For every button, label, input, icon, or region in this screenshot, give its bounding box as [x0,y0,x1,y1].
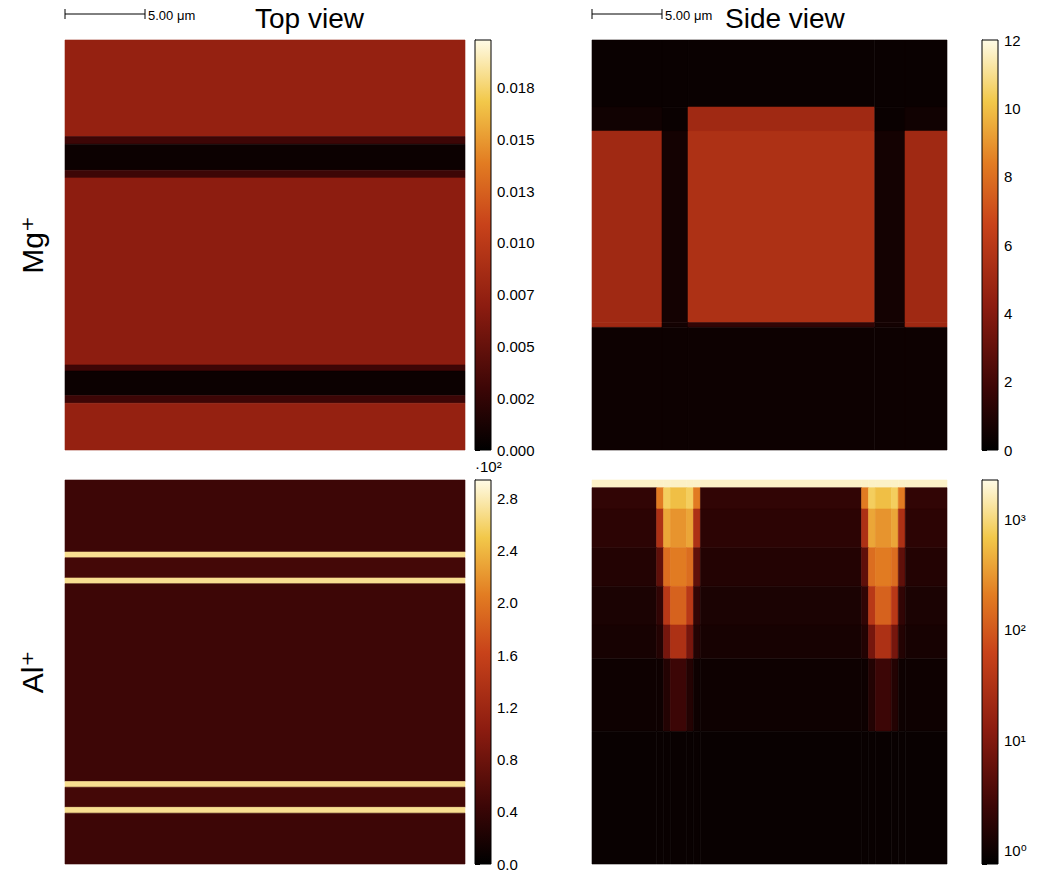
svg-text:6: 6 [1004,237,1012,254]
svg-text:·10²: ·10² [475,458,502,475]
svg-text:0.000: 0.000 [497,442,535,459]
svg-text:Top view: Top view [255,3,365,34]
svg-text:Side view: Side view [725,3,846,34]
svg-text:Al⁺: Al⁺ [16,651,49,694]
svg-text:5.00 μm: 5.00 μm [665,8,712,23]
svg-text:12: 12 [1004,32,1021,49]
svg-text:8: 8 [1004,168,1012,185]
svg-text:Mg⁺: Mg⁺ [16,216,49,274]
svg-text:10²: 10² [1004,621,1026,638]
svg-text:10³: 10³ [1004,511,1026,528]
svg-text:0.010: 0.010 [497,234,535,251]
svg-text:10⁰: 10⁰ [1004,842,1027,859]
svg-text:10: 10 [1004,100,1021,117]
svg-text:0.4: 0.4 [497,803,518,820]
svg-text:0.015: 0.015 [497,131,535,148]
svg-text:2.8: 2.8 [497,490,518,507]
svg-text:4: 4 [1004,305,1012,322]
svg-text:0.0: 0.0 [497,856,518,873]
svg-text:2.4: 2.4 [497,542,518,559]
svg-text:0.013: 0.013 [497,183,535,200]
svg-text:0.002: 0.002 [497,390,535,407]
svg-text:2.0: 2.0 [497,594,518,611]
svg-text:0.8: 0.8 [497,751,518,768]
svg-text:2: 2 [1004,373,1012,390]
svg-text:10¹: 10¹ [1004,732,1026,749]
svg-text:0.005: 0.005 [497,338,535,355]
svg-text:0.007: 0.007 [497,286,535,303]
svg-text:1.6: 1.6 [497,647,518,664]
svg-text:0: 0 [1004,442,1012,459]
svg-text:5.00 μm: 5.00 μm [148,8,195,23]
svg-text:0.018: 0.018 [497,79,535,96]
svg-text:1.2: 1.2 [497,699,518,716]
